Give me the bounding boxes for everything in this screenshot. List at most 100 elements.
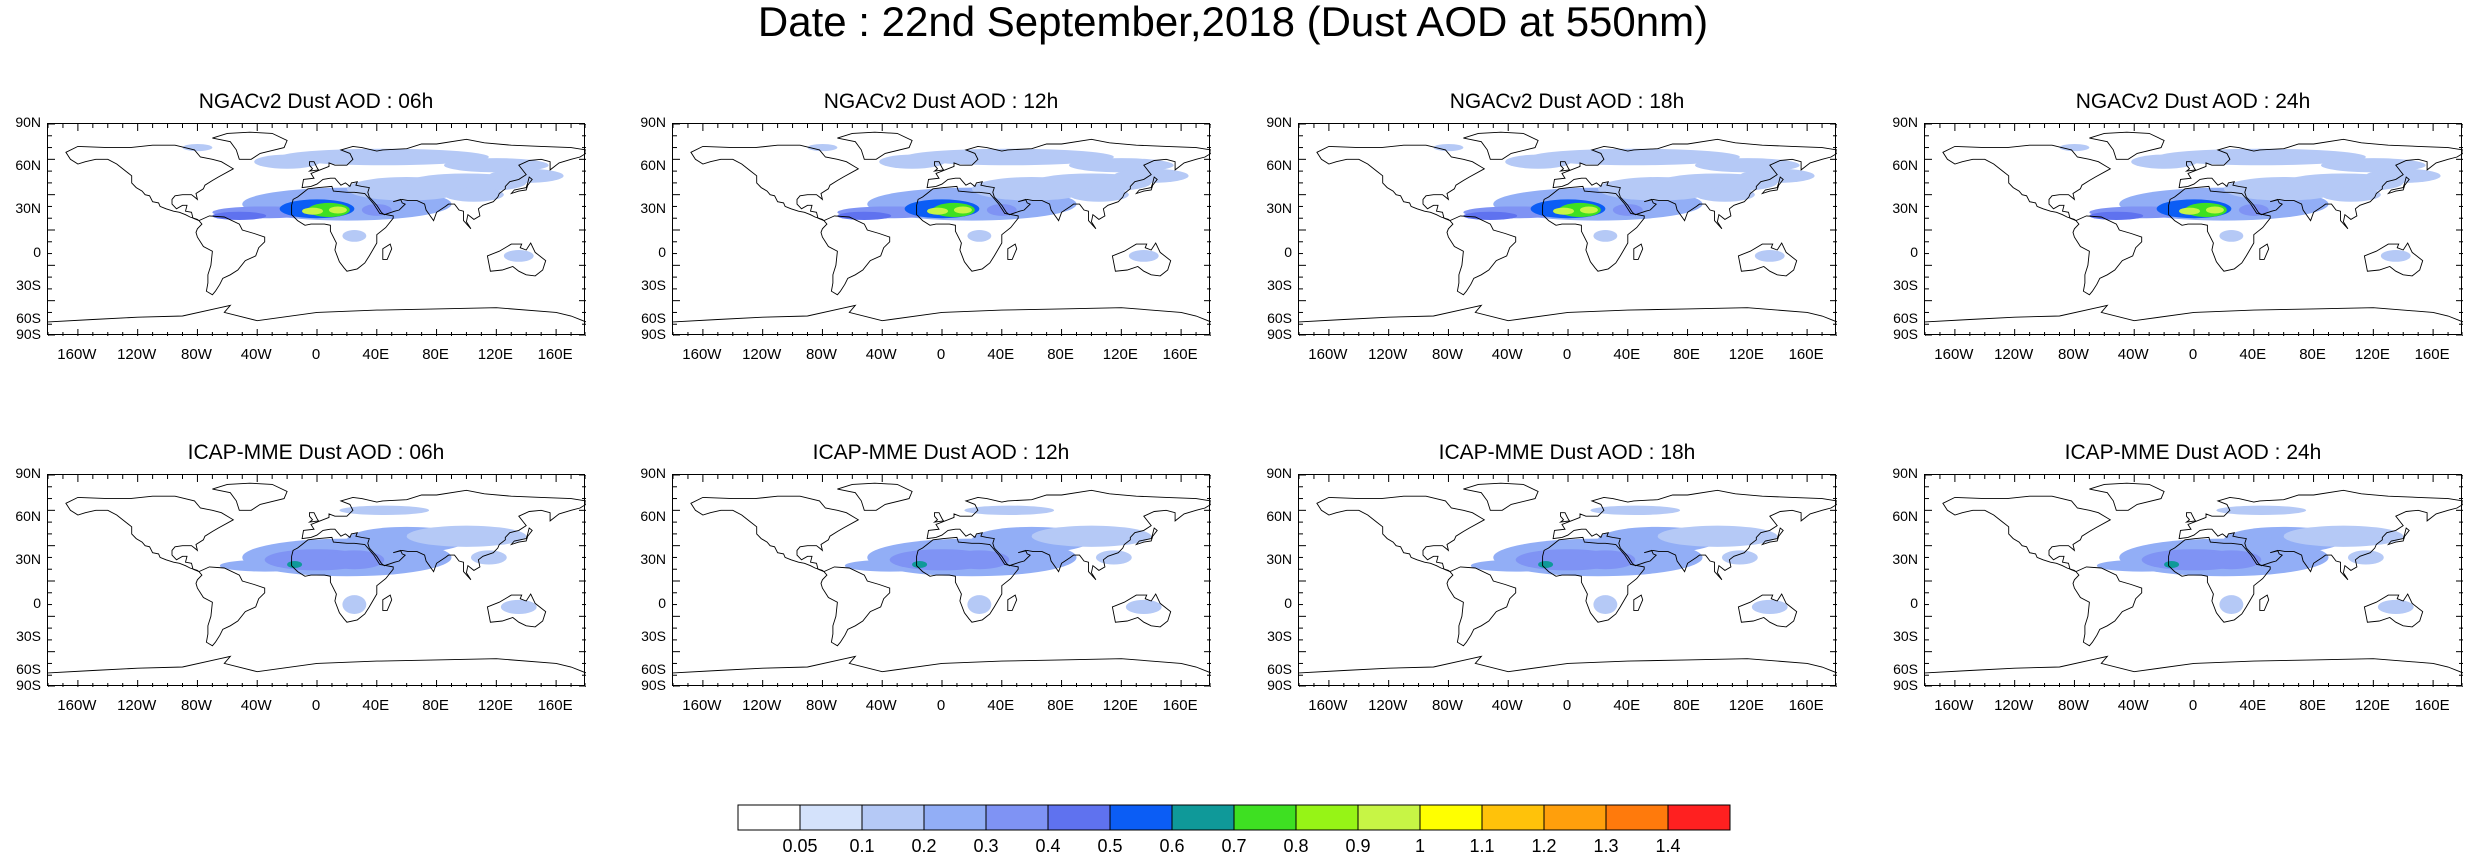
lat-tick-label: 60S — [16, 310, 41, 326]
dust-plume — [2321, 158, 2426, 173]
dust-plume — [1069, 158, 1174, 173]
lat-tick-label: 0 — [1284, 595, 1292, 611]
dust-plume — [503, 250, 534, 262]
map-panel — [47, 123, 586, 336]
dust-plume — [1069, 187, 1129, 202]
coastline — [212, 482, 288, 511]
lon-tick-label: 120W — [117, 346, 157, 363]
colorbar-tick-label: 0.9 — [1345, 836, 1371, 856]
colorbar-tick-label: 0.05 — [782, 836, 818, 856]
lat-tick-label: 60N — [1266, 157, 1292, 173]
lat-tick-label: 90N — [640, 114, 666, 130]
coastline — [195, 215, 266, 296]
colorbar-tick-label: 1 — [1414, 836, 1425, 856]
lon-tick-label: 40W — [1491, 697, 1523, 714]
dust-plume — [2365, 168, 2441, 183]
coastline — [2259, 243, 2270, 260]
map-panel — [1298, 123, 1837, 336]
map-panel — [1298, 474, 1837, 687]
lat-tick-label: 60S — [1267, 310, 1292, 326]
dust-plume — [1657, 525, 1778, 547]
coastline — [1552, 138, 1837, 230]
coastline — [837, 131, 913, 160]
world-map — [48, 124, 586, 336]
lon-tick-label: 160W — [1934, 346, 1974, 363]
lat-tick-label: 90S — [641, 677, 666, 693]
panel-title: NGACv2 Dust AOD : 24h — [2075, 90, 2311, 113]
lat-tick-label: 60S — [1893, 661, 1918, 677]
lat-tick-label: 90N — [1892, 465, 1918, 481]
colorbar-swatch — [1357, 804, 1421, 831]
lon-tick-label: 120E — [477, 346, 513, 363]
dust-plume — [339, 505, 430, 516]
lat-tick-label: 30S — [1893, 277, 1918, 293]
coastline — [1446, 215, 1517, 296]
coastline — [1299, 304, 1837, 323]
lon-tick-label: 120E — [2354, 346, 2390, 363]
coastline — [2168, 185, 2271, 272]
lon-tick-label: 160W — [682, 346, 722, 363]
dust-plume — [1031, 525, 1152, 547]
lon-tick-label: 160E — [1788, 346, 1824, 363]
lat-tick-label: 30N — [640, 551, 666, 567]
lat-tick-label: 30S — [641, 277, 666, 293]
dust-aod-field — [807, 144, 1189, 262]
dust-plume — [212, 211, 267, 220]
dust-plume — [444, 187, 504, 202]
colorbar-swatch — [1605, 804, 1669, 831]
dust-plume — [1593, 595, 1618, 614]
lat-tick-label: 30S — [1267, 628, 1292, 644]
lon-tick-label: 0 — [311, 346, 321, 363]
lat-tick-label: 30N — [1266, 551, 1292, 567]
lon-tick-label: 40E — [362, 697, 390, 714]
dust-plume — [1579, 206, 1598, 214]
lon-tick-label: 40E — [1613, 697, 1641, 714]
world-map — [1925, 475, 2463, 687]
panel-title: ICAP-MME Dust AOD : 06h — [187, 441, 445, 464]
colorbar-tick-label: 0.5 — [1097, 836, 1123, 856]
panel-title: NGACv2 Dust AOD : 18h — [1449, 90, 1685, 113]
colorbar-tick-label: 1.2 — [1531, 836, 1557, 856]
coastline — [1299, 655, 1837, 674]
dust-plume — [1463, 211, 1518, 220]
lat-tick-label: 90S — [641, 326, 666, 342]
axis-ticks — [673, 475, 1211, 687]
dust-plume — [2179, 207, 2200, 215]
lon-tick-label: 160E — [1788, 697, 1824, 714]
lon-tick-label: 80E — [1673, 697, 1700, 714]
dust-plume — [1575, 550, 1636, 570]
colorbar-tick-label: 1.4 — [1655, 836, 1681, 856]
coastline — [486, 242, 547, 277]
dust-plume — [2219, 230, 2244, 242]
dust-plume — [488, 168, 564, 183]
dust-plume — [1754, 250, 1785, 262]
axis-ticks — [1299, 475, 1837, 687]
map-panel — [47, 474, 586, 687]
colorbar-swatch — [799, 804, 863, 831]
lat-tick-label: 60N — [1266, 508, 1292, 524]
lat-tick-label: 90N — [15, 465, 41, 481]
coastline — [2184, 512, 2197, 523]
lat-tick-label: 0 — [1910, 595, 1918, 611]
lon-tick-label: 80E — [422, 697, 449, 714]
coastline — [690, 144, 860, 222]
coastline — [65, 495, 235, 573]
coastline — [48, 655, 586, 674]
colorbar-swatch — [1419, 804, 1483, 831]
colorbar-swatch — [861, 804, 925, 831]
colorbar-swatch — [1233, 804, 1297, 831]
dust-aod-field — [1433, 144, 1815, 262]
dust-plume — [1095, 550, 1132, 565]
colorbar — [737, 804, 1731, 831]
colorbar-tick-label: 1.1 — [1469, 836, 1495, 856]
lon-tick-label: 80E — [1673, 346, 1700, 363]
coastline — [1542, 536, 1645, 623]
lat-tick-label: 30N — [1892, 551, 1918, 567]
dust-plume — [2219, 595, 2244, 614]
dust-plume — [967, 230, 992, 242]
dust-plume — [324, 550, 385, 570]
lat-tick-label: 60N — [15, 157, 41, 173]
map-panel — [672, 474, 1211, 687]
lon-tick-label: 0 — [2188, 346, 2198, 363]
coastline — [820, 215, 891, 296]
